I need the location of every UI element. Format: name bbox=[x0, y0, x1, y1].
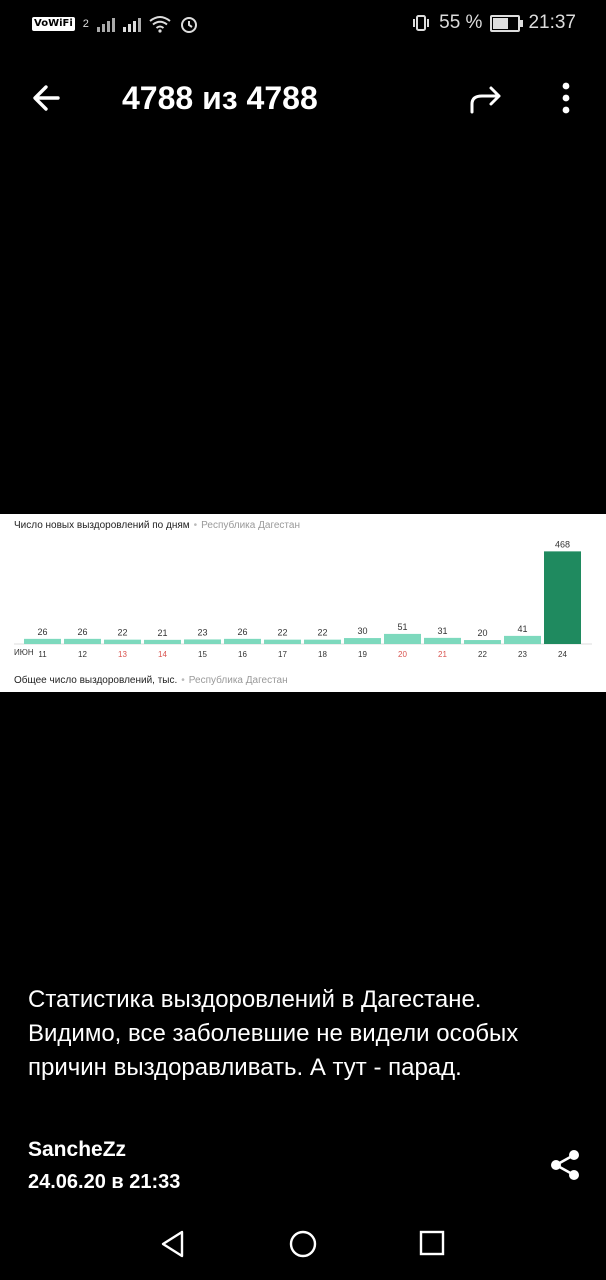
status-bar: VoWiFi 2 55 % 21:37 bbox=[0, 0, 606, 52]
chart-value-label: 22 bbox=[117, 628, 127, 638]
chart-bar bbox=[24, 638, 61, 644]
forward-arrow-icon[interactable] bbox=[466, 82, 506, 118]
more-vertical-icon[interactable] bbox=[552, 78, 580, 118]
chart-bar bbox=[344, 638, 381, 644]
signal-icon-2 bbox=[122, 16, 141, 32]
chart-bar bbox=[184, 639, 221, 644]
axis-month-label: ИЮН bbox=[14, 648, 34, 657]
chart-region: Республика Дагестан bbox=[201, 520, 300, 531]
chart-value-label: 20 bbox=[477, 628, 487, 638]
nav-recent-icon[interactable] bbox=[418, 1229, 446, 1257]
chart-title-line: Число новых выздоровлений по дням • Респуб… bbox=[14, 520, 300, 531]
chart-tick-label: 11 bbox=[38, 650, 47, 659]
chart-bar bbox=[424, 637, 461, 644]
chart-tick-label: 13 bbox=[118, 650, 127, 659]
chart-value-label: 22 bbox=[277, 628, 287, 638]
chart-tick-label: 19 bbox=[358, 650, 367, 659]
chart-bar bbox=[464, 640, 501, 644]
vibrate-icon bbox=[413, 15, 430, 31]
chart-value-label: 31 bbox=[437, 626, 447, 636]
post-author[interactable]: SancheZz bbox=[28, 1138, 127, 1161]
system-nav-bar bbox=[0, 1205, 606, 1280]
battery-icon bbox=[490, 14, 524, 32]
bar-chart: 26 11 26 12 22 13 21 14 23 15 26 16 22 17 22 18 30 19 51 20… bbox=[14, 539, 592, 659]
chart-footer-line: Общее число выздоровлений, тыс. • Республи… bbox=[14, 675, 288, 686]
post-caption: Статистика выздоровлений в Дагестане. Ви… bbox=[28, 986, 519, 1081]
chart-tick-label: 20 bbox=[398, 650, 407, 659]
chart-tick-label: 18 bbox=[318, 650, 327, 659]
chart-title: Число новых выздоровлений по дням bbox=[14, 520, 190, 531]
chart-bar bbox=[504, 635, 541, 644]
chart-value-label: 21 bbox=[157, 628, 167, 638]
alarm-icon bbox=[180, 17, 197, 33]
signal-icon bbox=[96, 16, 115, 32]
chart-tick-label: 14 bbox=[158, 650, 167, 659]
nav-back-icon[interactable] bbox=[158, 1229, 188, 1259]
chart-tick-label: 16 bbox=[238, 650, 247, 659]
footer-title: Общее число выздоровлений, тыс. bbox=[14, 675, 178, 686]
chart-bar bbox=[224, 638, 261, 644]
chart-bar bbox=[104, 639, 141, 644]
chart-bar bbox=[384, 633, 421, 644]
chart-value-label: 26 bbox=[77, 627, 87, 637]
chart-tick-label: 21 bbox=[438, 650, 447, 659]
chart-value-label: 41 bbox=[517, 624, 527, 634]
chart-tick-label: 23 bbox=[518, 650, 527, 659]
chart-value-label: 468 bbox=[555, 539, 570, 549]
app-bar: 4788 из 4788 bbox=[0, 60, 606, 136]
chart-bar bbox=[64, 638, 101, 644]
status-right: 55 % 21:37 bbox=[411, 12, 576, 34]
chart-value-label: 51 bbox=[397, 622, 407, 632]
chart-value-label: 22 bbox=[317, 628, 327, 638]
clock: 21:37 bbox=[528, 12, 576, 33]
chart-tick-label: 17 bbox=[278, 650, 287, 659]
chart-tick-label: 24 bbox=[558, 650, 567, 659]
footer-region: Республика Дагестан bbox=[188, 675, 288, 686]
chart-tick-label: 12 bbox=[78, 650, 87, 659]
chart-tick-label: 22 bbox=[478, 650, 487, 659]
chart-value-label: 23 bbox=[197, 627, 207, 637]
chart-value-label: 30 bbox=[357, 626, 367, 636]
chart-bar bbox=[304, 639, 341, 644]
post-date: 24.06.20 в 21:33 bbox=[28, 1171, 181, 1193]
page-title: 4788 из 4788 bbox=[122, 80, 318, 116]
arrow-left-icon[interactable] bbox=[28, 78, 68, 118]
chart-bar bbox=[144, 639, 181, 644]
sim-number: 2 bbox=[82, 18, 89, 30]
chart-bar bbox=[544, 551, 581, 644]
battery-percent: 55 % bbox=[439, 12, 483, 33]
chart-bar bbox=[264, 639, 301, 644]
share-icon[interactable] bbox=[548, 1148, 582, 1182]
post-image[interactable]: Число новых выздоровлений по дням • Респуб… bbox=[0, 514, 606, 692]
chart-tick-label: 15 bbox=[198, 650, 207, 659]
vowifi-badge: VoWiFi bbox=[32, 17, 75, 31]
chart-value-label: 26 bbox=[237, 627, 247, 637]
wifi-icon bbox=[149, 16, 171, 33]
nav-home-icon[interactable] bbox=[288, 1229, 318, 1259]
status-left: VoWiFi 2 bbox=[32, 14, 199, 34]
chart-value-label: 26 bbox=[37, 627, 47, 637]
